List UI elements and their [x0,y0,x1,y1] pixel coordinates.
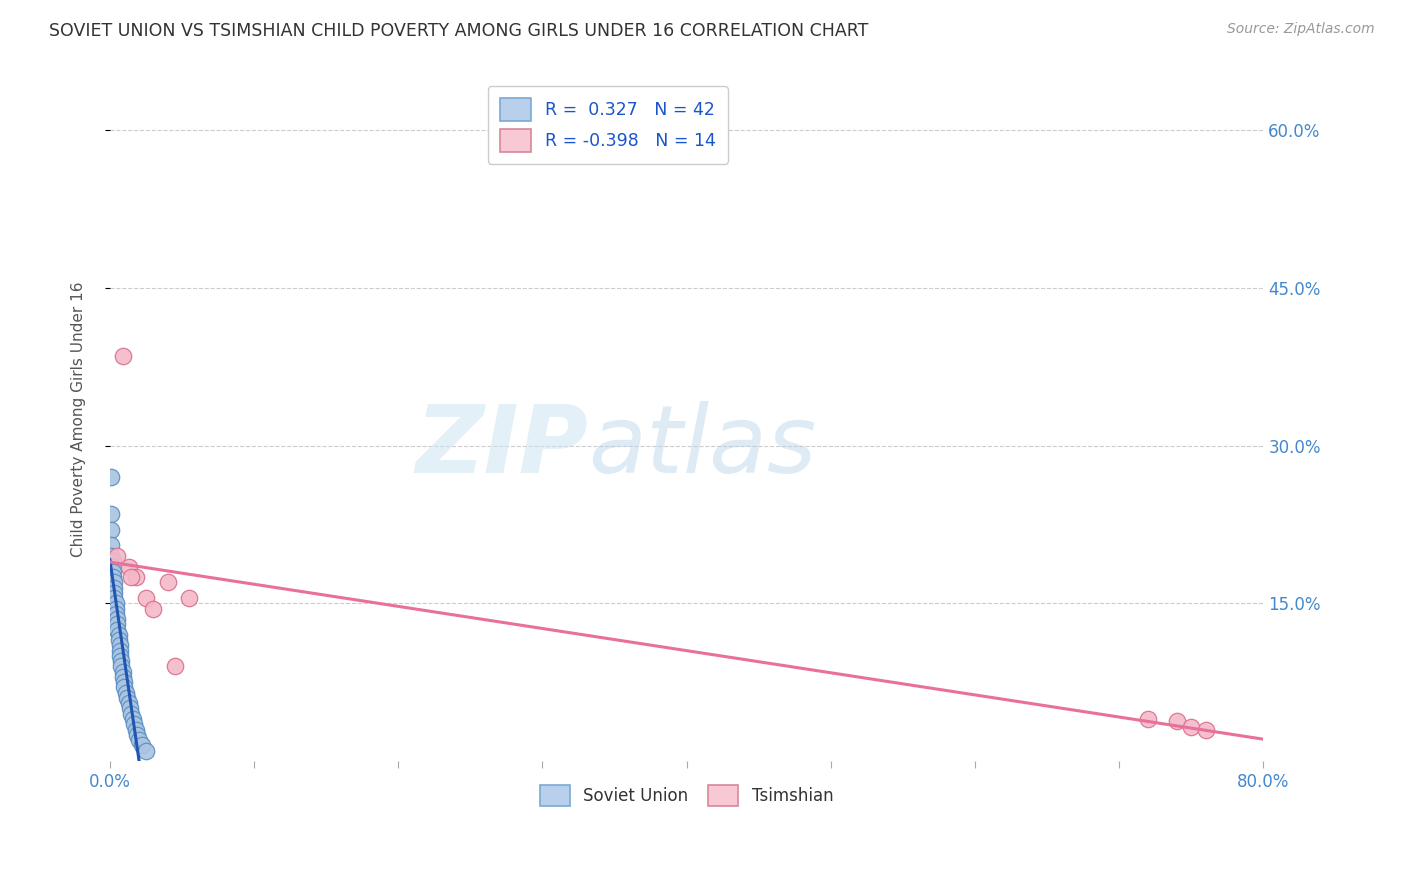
Point [100,470,122,484]
Point [121,570,143,584]
Point [135,591,157,605]
Point [1166,714,1188,728]
Point [114,686,136,700]
Point [156,575,179,590]
Point [124,717,146,731]
Point [103,586,125,600]
Point [1195,723,1218,737]
Point [100,523,122,537]
Point [105,612,128,626]
Point [125,570,148,584]
Point [100,549,122,563]
Point [117,696,139,710]
Point [108,643,131,657]
Point [1180,720,1202,734]
Point [104,596,127,610]
Text: Source: ZipAtlas.com: Source: ZipAtlas.com [1227,22,1375,37]
Point [101,565,124,579]
Point [179,591,201,605]
Legend: Soviet Union, Tsimshian: Soviet Union, Tsimshian [531,776,842,814]
Point [104,607,127,621]
Point [110,654,132,668]
Point [108,639,131,653]
Point [121,706,143,721]
Text: SOVIET UNION VS TSIMSHIAN CHILD POVERTY AMONG GIRLS UNDER 16 CORRELATION CHART: SOVIET UNION VS TSIMSHIAN CHILD POVERTY … [49,22,869,40]
Point [1136,712,1159,726]
Point [118,701,141,715]
Point [122,712,145,726]
Point [127,728,149,742]
Point [100,539,122,553]
Point [101,554,124,568]
Point [131,739,153,753]
Text: atlas: atlas [589,401,817,492]
Point [117,559,139,574]
Point [103,581,125,595]
Point [163,659,186,673]
Point [105,617,128,632]
Point [105,623,128,637]
Point [105,549,128,563]
Y-axis label: Child Poverty Among Girls Under 16: Child Poverty Among Girls Under 16 [72,282,86,557]
Point [125,723,148,737]
Point [101,570,124,584]
Text: ZIP: ZIP [416,401,589,492]
Point [142,601,165,615]
Point [103,575,125,590]
Point [111,665,134,679]
Point [107,628,129,642]
Point [115,690,138,705]
Point [107,633,129,648]
Point [110,659,132,673]
Point [111,670,134,684]
Point [100,507,122,521]
Point [112,675,135,690]
Point [128,733,150,747]
Point [104,601,127,615]
Point [101,559,124,574]
Point [135,743,157,757]
Point [103,591,125,605]
Point [108,648,131,663]
Point [112,681,135,695]
Point [111,349,134,363]
